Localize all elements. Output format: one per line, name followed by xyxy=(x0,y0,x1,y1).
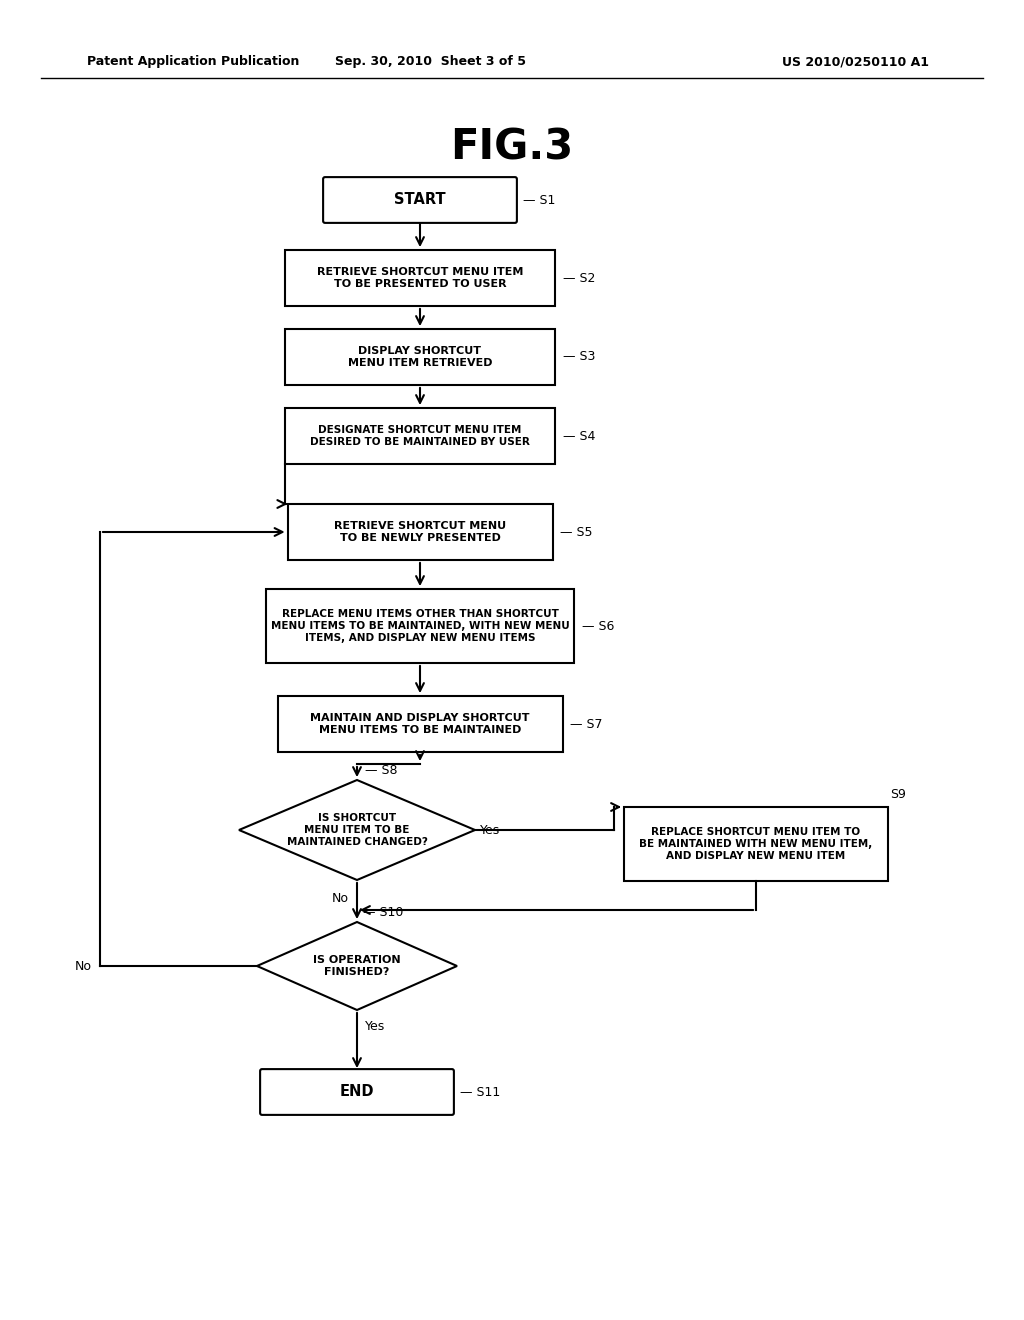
Text: IS OPERATION
FINISHED?: IS OPERATION FINISHED? xyxy=(313,956,400,977)
Text: RETRIEVE SHORTCUT MENU
TO BE NEWLY PRESENTED: RETRIEVE SHORTCUT MENU TO BE NEWLY PRESE… xyxy=(334,521,506,543)
Text: No: No xyxy=(332,891,349,904)
Bar xyxy=(285,329,555,385)
Text: REPLACE SHORTCUT MENU ITEM TO
BE MAINTAINED WITH NEW MENU ITEM,
AND DISPLAY NEW : REPLACE SHORTCUT MENU ITEM TO BE MAINTAI… xyxy=(639,828,872,861)
Text: DESIGNATE SHORTCUT MENU ITEM
DESIRED TO BE MAINTAINED BY USER: DESIGNATE SHORTCUT MENU ITEM DESIRED TO … xyxy=(310,425,530,446)
Bar xyxy=(266,589,574,663)
Text: — S11: — S11 xyxy=(460,1085,501,1098)
Text: — S2: — S2 xyxy=(563,272,595,285)
Text: REPLACE MENU ITEMS OTHER THAN SHORTCUT
MENU ITEMS TO BE MAINTAINED, WITH NEW MEN: REPLACE MENU ITEMS OTHER THAN SHORTCUT M… xyxy=(270,610,569,643)
Text: Yes: Yes xyxy=(480,824,501,837)
Text: — S10: — S10 xyxy=(362,906,403,919)
Bar xyxy=(285,408,555,465)
Text: — S6: — S6 xyxy=(582,619,614,632)
Text: FIG.3: FIG.3 xyxy=(451,127,573,169)
Text: — S4: — S4 xyxy=(563,429,595,442)
Text: No: No xyxy=(75,960,92,973)
Text: IS SHORTCUT
MENU ITEM TO BE
MAINTAINED CHANGED?: IS SHORTCUT MENU ITEM TO BE MAINTAINED C… xyxy=(287,813,427,846)
Polygon shape xyxy=(257,921,457,1010)
Text: — S1: — S1 xyxy=(523,194,555,206)
Bar xyxy=(285,249,555,306)
Text: US 2010/0250110 A1: US 2010/0250110 A1 xyxy=(781,55,929,69)
Text: — S3: — S3 xyxy=(563,351,595,363)
FancyBboxPatch shape xyxy=(260,1069,454,1115)
Text: DISPLAY SHORTCUT
MENU ITEM RETRIEVED: DISPLAY SHORTCUT MENU ITEM RETRIEVED xyxy=(348,346,493,368)
Text: S9: S9 xyxy=(890,788,906,801)
Text: MAINTAIN AND DISPLAY SHORTCUT
MENU ITEMS TO BE MAINTAINED: MAINTAIN AND DISPLAY SHORTCUT MENU ITEMS… xyxy=(310,713,529,735)
FancyBboxPatch shape xyxy=(324,177,517,223)
Bar xyxy=(288,504,553,560)
Bar xyxy=(624,807,888,880)
Text: — S8: — S8 xyxy=(365,763,397,776)
Text: RETRIEVE SHORTCUT MENU ITEM
TO BE PRESENTED TO USER: RETRIEVE SHORTCUT MENU ITEM TO BE PRESEN… xyxy=(316,267,523,289)
Polygon shape xyxy=(239,780,475,880)
Bar xyxy=(278,696,562,752)
Text: Patent Application Publication: Patent Application Publication xyxy=(87,55,299,69)
Text: Yes: Yes xyxy=(365,1019,385,1032)
Text: START: START xyxy=(394,193,445,207)
Text: Sep. 30, 2010  Sheet 3 of 5: Sep. 30, 2010 Sheet 3 of 5 xyxy=(335,55,525,69)
Text: — S5: — S5 xyxy=(560,525,593,539)
Text: END: END xyxy=(340,1085,374,1100)
Text: — S7: — S7 xyxy=(570,718,603,730)
